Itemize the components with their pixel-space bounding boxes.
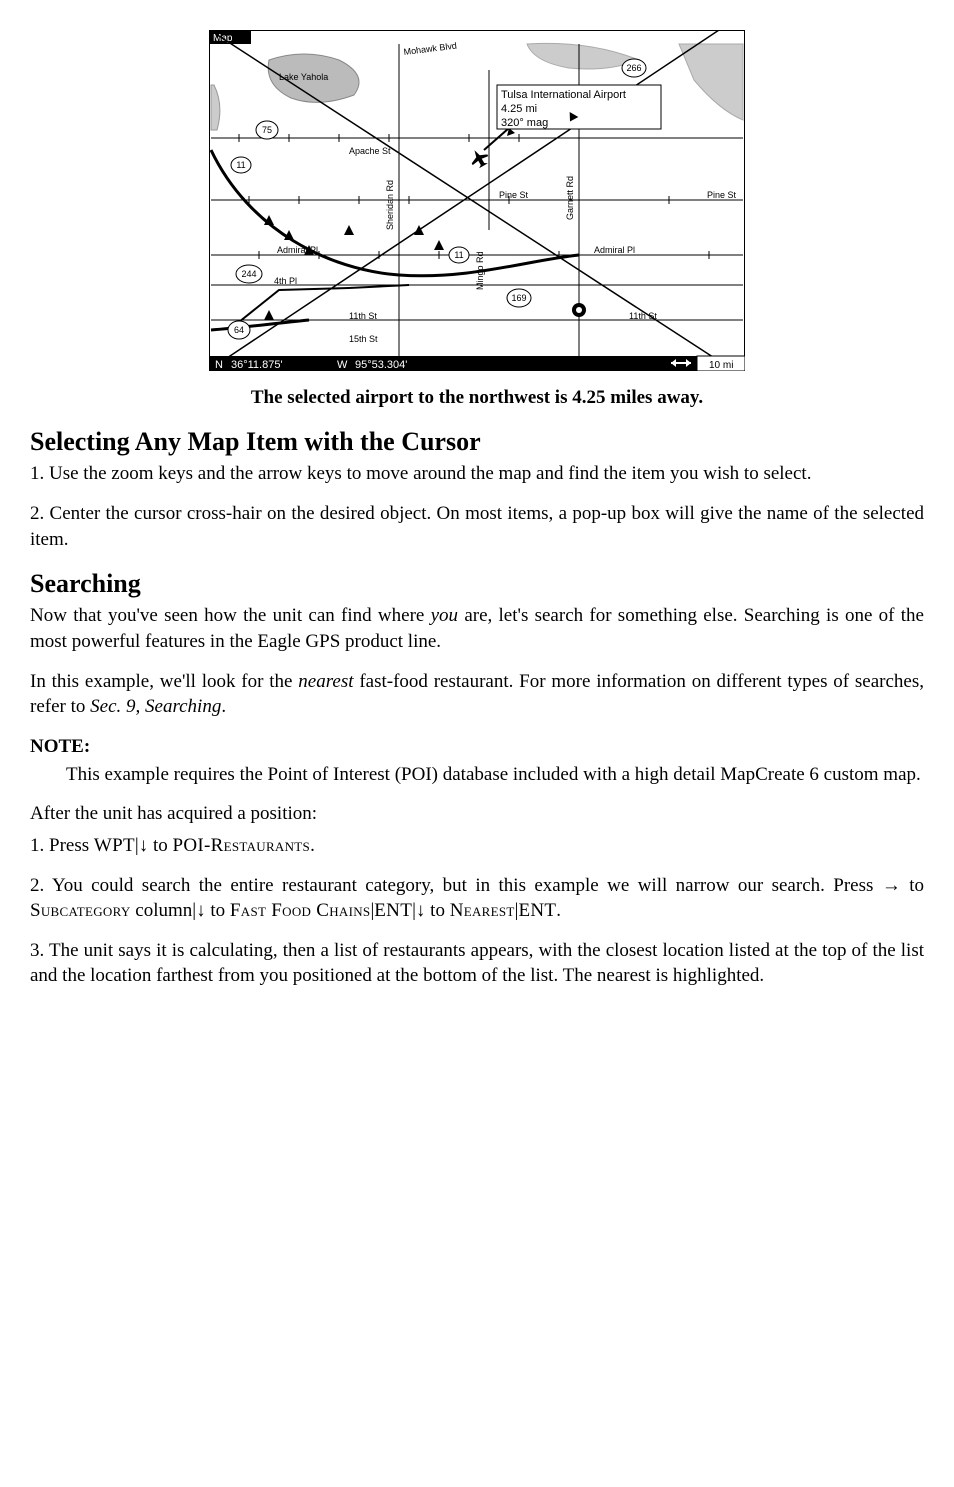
svg-text:10 mi: 10 mi: [709, 360, 733, 371]
svg-text:36°11.875': 36°11.875': [231, 359, 283, 371]
svg-text:Admiral Pl: Admiral Pl: [594, 245, 635, 255]
svg-text:N: N: [215, 359, 223, 371]
search-step-2: 2. You could search the entire restauran…: [30, 873, 924, 924]
search-para-2: In this example, we'll look for the near…: [30, 669, 924, 720]
heading-selecting: Selecting Any Map Item with the Cursor: [30, 424, 924, 459]
select-step-1: 1. Use the zoom keys and the arrow keys …: [30, 461, 924, 487]
search-para-1: Now that you've seen how the unit can fi…: [30, 603, 924, 654]
callout-line3: 320° mag: [501, 117, 548, 129]
note-label: NOTE:: [30, 734, 924, 760]
svg-text:W: W: [337, 359, 348, 371]
svg-text:169: 169: [511, 293, 526, 303]
map-caption: The selected airport to the northwest is…: [30, 385, 924, 411]
svg-text:Mingo Rd: Mingo Rd: [475, 251, 485, 290]
after-position: After the unit has acquired a position:: [30, 801, 924, 827]
heading-searching: Searching: [30, 566, 924, 601]
callout-line1: Tulsa International Airport: [501, 89, 626, 101]
svg-text:11: 11: [454, 250, 463, 260]
svg-text:Garnett Rd: Garnett Rd: [565, 176, 575, 220]
svg-text:Pine St: Pine St: [707, 190, 737, 200]
svg-text:75: 75: [262, 125, 272, 135]
map-svg: Map Lake Yahola: [209, 30, 745, 371]
svg-text:95°53.304': 95°53.304': [355, 359, 407, 371]
search-step-3: 3. The unit says it is calculating, then…: [30, 938, 924, 989]
svg-text:11: 11: [236, 160, 245, 170]
svg-text:266: 266: [626, 63, 641, 73]
svg-text:4th Pl: 4th Pl: [274, 276, 297, 286]
svg-text:Sheridan Rd: Sheridan Rd: [385, 180, 395, 230]
map-figure: Map Lake Yahola: [30, 30, 924, 379]
svg-text:15th St: 15th St: [349, 334, 378, 344]
svg-text:Apache St: Apache St: [349, 146, 391, 156]
svg-text:11th St: 11th St: [629, 311, 657, 321]
note-body: This example requires the Point of Inter…: [66, 762, 924, 788]
search-step-1: 1. Press WPT|↓ to POI-Restaurants.: [30, 833, 924, 859]
callout-line2: 4.25 mi: [501, 103, 537, 115]
svg-text:244: 244: [241, 269, 256, 279]
svg-text:Pine St: Pine St: [499, 190, 529, 200]
svg-text:64: 64: [234, 325, 244, 335]
select-step-2: 2. Center the cursor cross-hair on the d…: [30, 501, 924, 552]
svg-text:11th St: 11th St: [349, 311, 377, 321]
